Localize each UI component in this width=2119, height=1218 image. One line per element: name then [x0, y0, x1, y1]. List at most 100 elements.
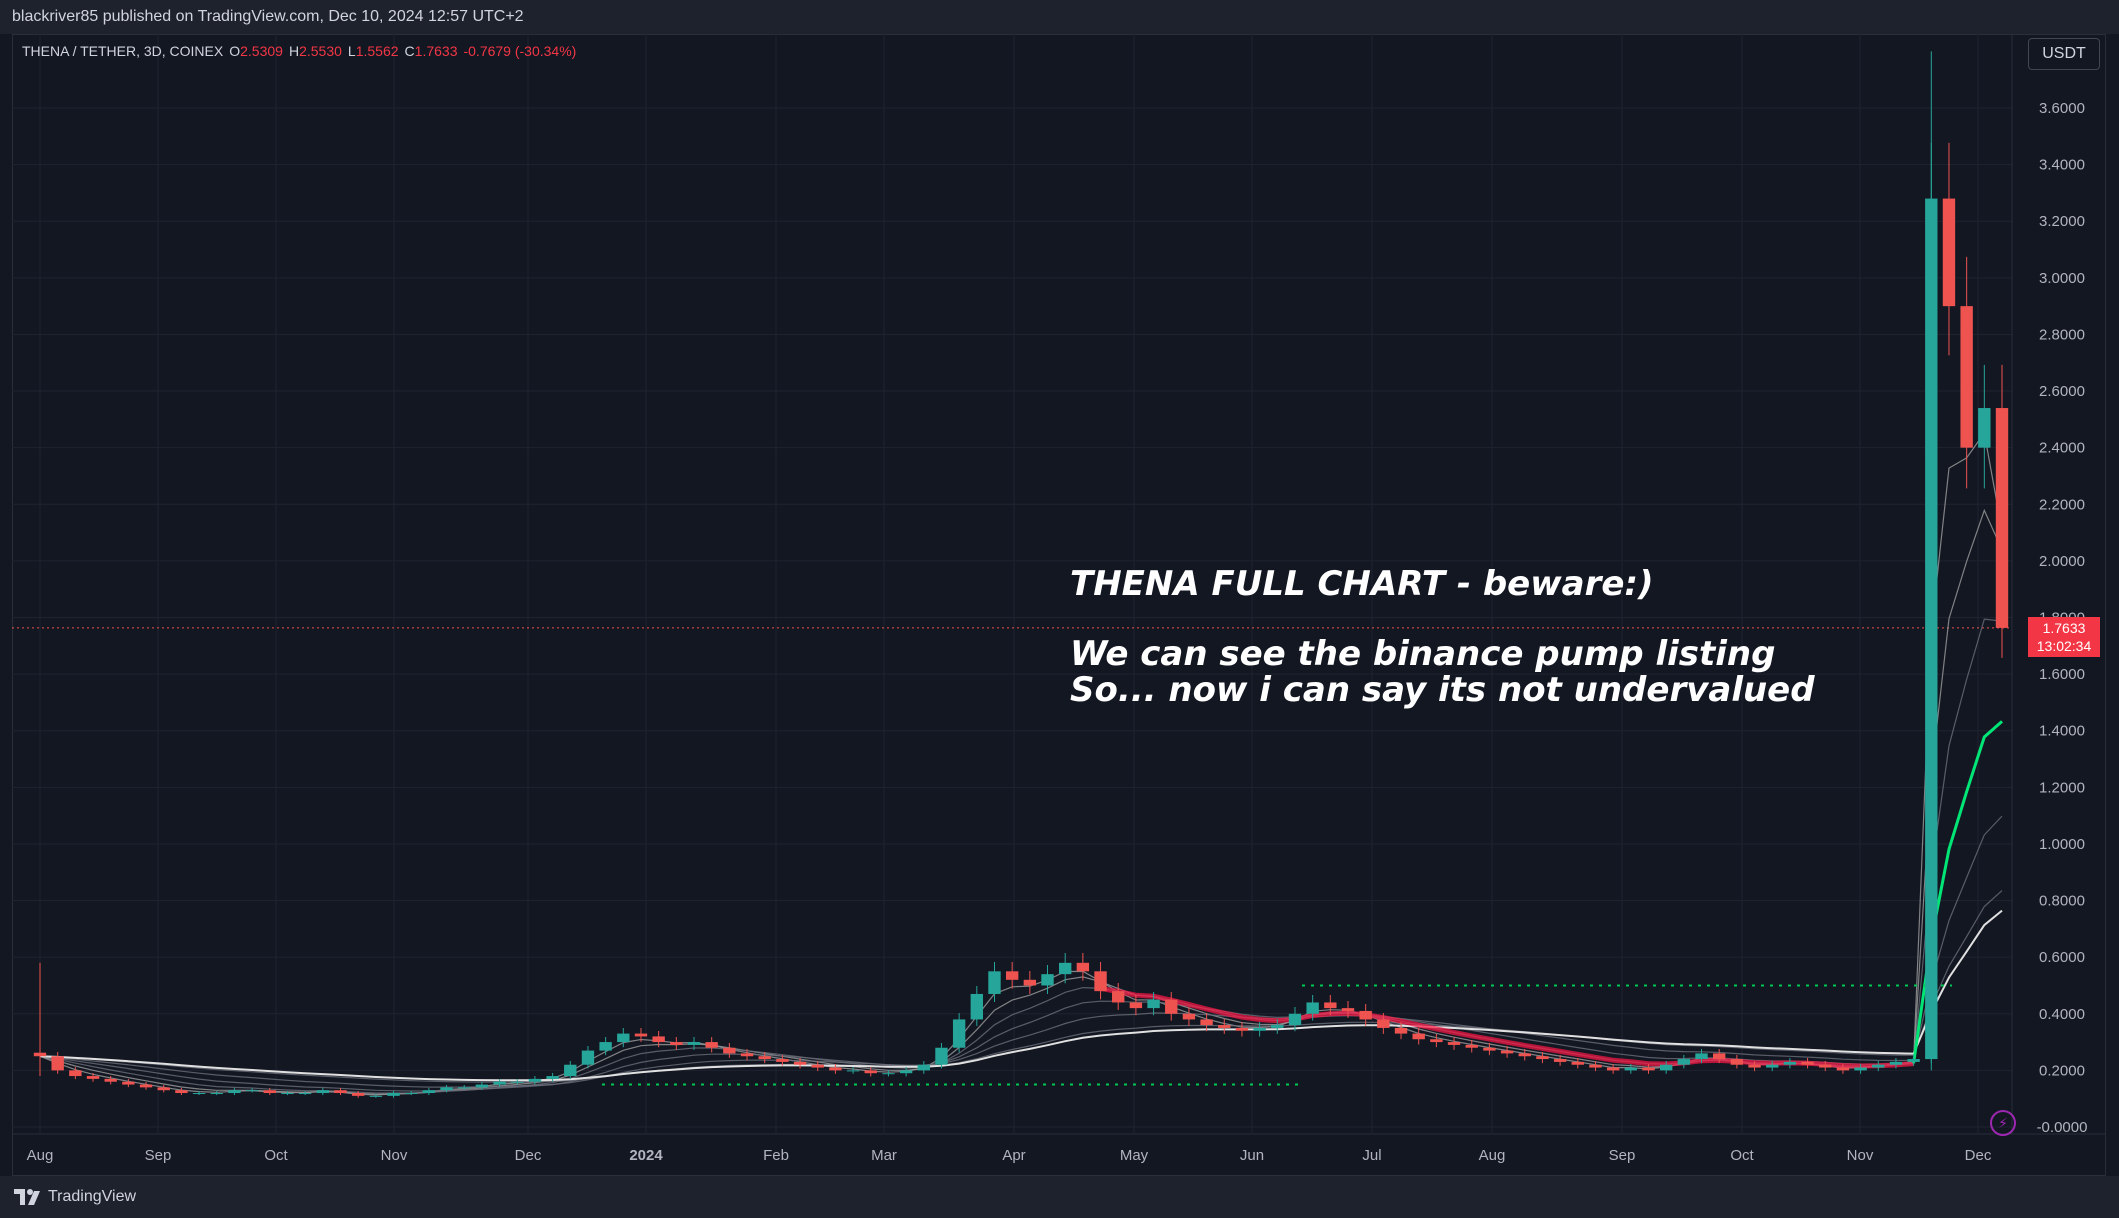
footer: TradingView [0, 1176, 2119, 1218]
candle-body [1748, 1064, 1761, 1068]
candle-body [1465, 1044, 1478, 1048]
time-axis[interactable]: Aug Sep Oct Nov Dec 2024 Feb Mar Apr May Jun Jul Aug… [27, 1147, 1992, 1164]
x-tick-label: May [1120, 1147, 1149, 1164]
candles [33, 51, 2009, 1098]
candle-body [86, 1076, 100, 1079]
candle-body [1783, 1061, 1797, 1065]
y-tick-label: 3.4000 [2039, 157, 2085, 174]
candle-body [1730, 1059, 1744, 1065]
y-tick-label: 1.0000 [2039, 836, 2085, 853]
candle-body [882, 1073, 895, 1075]
candle-body [1377, 1019, 1390, 1028]
ema-line [39, 431, 2003, 1096]
x-tick-label: Dec [515, 1147, 542, 1164]
y-tick-label: 2.0000 [2039, 553, 2085, 570]
candle-body [740, 1053, 754, 1057]
candle-body [1907, 1059, 1920, 1062]
candle-body [970, 993, 983, 1020]
candle-body [458, 1087, 471, 1089]
close-value: 1.7633 [414, 43, 458, 59]
candle-body [1713, 1053, 1726, 1060]
candle-body [1995, 408, 2009, 628]
candle-body [245, 1090, 259, 1092]
candle-body [334, 1090, 347, 1094]
lightning-icon[interactable]: ⚡ [1990, 1110, 2016, 1136]
candle-body [139, 1084, 153, 1088]
symbol-label[interactable]: THENA / TETHER, 3D, COINEX [22, 43, 224, 59]
y-tick-label: 0.6000 [2039, 949, 2085, 966]
candle-body [546, 1076, 559, 1079]
y-tick-label: 2.2000 [2039, 496, 2085, 513]
annotation-line-2 [1070, 602, 1815, 636]
candle-body [1766, 1064, 1779, 1068]
y-tick-label: 0.2000 [2039, 1062, 2085, 1079]
candle-body [1253, 1027, 1266, 1031]
low-label: L [347, 43, 356, 59]
x-tick-label: Sep [145, 1147, 172, 1164]
candle-body [1147, 999, 1160, 1009]
change-value: -0.7679 (-30.34%) [463, 43, 577, 59]
candle-body [776, 1059, 789, 1062]
candle-body [1889, 1061, 1903, 1065]
candle-body [157, 1087, 170, 1091]
publish-text: blackriver85 published on TradingView.co… [12, 8, 524, 25]
candle-body [1606, 1067, 1620, 1071]
candle-body [652, 1036, 665, 1043]
x-tick-label: Mar [871, 1147, 897, 1164]
tradingview-brand: TradingView [48, 1188, 137, 1205]
chart-frame[interactable] [12, 34, 2106, 1176]
annotation-line-1: THENA FULL CHART - beware:) [1070, 564, 1654, 604]
candle-body [228, 1090, 241, 1094]
y-tick-label: 1.4000 [2039, 723, 2085, 740]
candle-body [952, 1019, 966, 1048]
candle-body [1819, 1064, 1832, 1068]
candle-body [1041, 974, 1054, 986]
y-tick-label: 1.2000 [2039, 779, 2085, 796]
candle-body [829, 1067, 842, 1071]
candle-body [705, 1042, 718, 1048]
indicator-lines [39, 431, 2003, 1096]
candle-body [1182, 1013, 1196, 1020]
candle-body [210, 1093, 223, 1095]
candle-body [69, 1070, 82, 1077]
candle-body [1447, 1042, 1461, 1045]
low-value: 1.5562 [355, 43, 399, 59]
candle-body [1978, 408, 1991, 448]
candle-body [1500, 1050, 1514, 1054]
currency-button[interactable]: USDT [2028, 38, 2100, 70]
candle-body [1571, 1061, 1584, 1065]
candle-body [1430, 1039, 1443, 1043]
candle-body [1165, 999, 1178, 1014]
candle-body [1942, 198, 1956, 307]
candle-body [298, 1093, 312, 1095]
candle-body [1394, 1027, 1408, 1034]
candle-body [1518, 1053, 1531, 1057]
candle-body [405, 1093, 418, 1095]
candle-body [1359, 1010, 1372, 1020]
candle-body [1677, 1059, 1691, 1065]
x-tick-label: Nov [381, 1147, 408, 1164]
x-tick-label: Jul [1362, 1147, 1381, 1164]
baseline-line [39, 909, 2003, 1082]
candle-body [175, 1090, 188, 1094]
tradingview-logo[interactable]: TradingView [14, 1188, 136, 1206]
x-tick-label: Aug [27, 1147, 54, 1164]
candle-body [564, 1064, 577, 1077]
candle-body [1624, 1067, 1637, 1071]
candle-body [758, 1056, 771, 1060]
annotation-line-4: So... now i can say its not undervalued [1070, 670, 1815, 710]
high-label: H [288, 43, 300, 59]
chart-grid [12, 34, 2106, 1135]
price-chart[interactable]: 3.6000 3.4000 3.2000 3.0000 2.8000 2.6000 2.40… [12, 34, 2106, 1176]
ema-line [39, 890, 2003, 1083]
candle-body [1023, 979, 1037, 986]
candle-body [528, 1078, 542, 1082]
price-axis[interactable]: 3.6000 3.4000 3.2000 3.0000 2.8000 2.6000 2.40… [2037, 100, 2088, 1136]
candle-body [687, 1042, 701, 1045]
candle-body [1872, 1064, 1885, 1068]
annotation-line-3: We can see the binance pump listing [1070, 634, 1776, 674]
candle-body [617, 1033, 630, 1043]
high-value: 2.5530 [299, 43, 342, 59]
close-label: C [404, 43, 415, 59]
candle-body [935, 1047, 948, 1065]
